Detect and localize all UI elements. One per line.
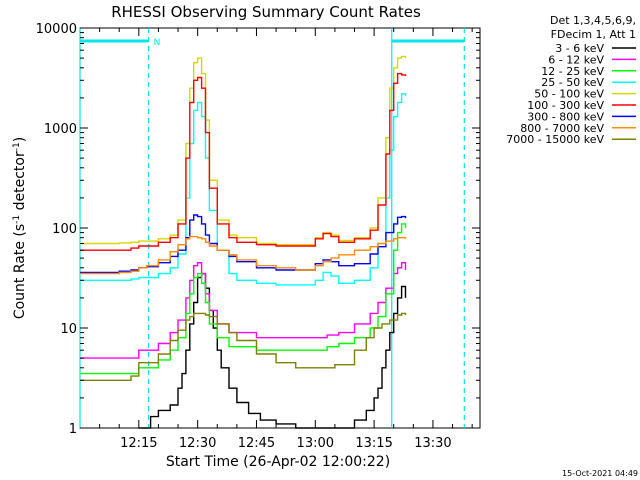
legend-label-7: 800 - 7000 keV <box>520 122 604 135</box>
x-tick-label-0: 12:15 <box>120 436 157 451</box>
legend-label-6: 300 - 800 keV <box>527 110 604 123</box>
series-line-0 <box>138 272 407 429</box>
annotation-layer: N <box>79 28 465 428</box>
legend-header-2: FDecim 1, Att 1 <box>551 28 636 41</box>
generation-timestamp: 15-Oct-2021 04:49 <box>562 469 638 478</box>
x-tick-label-5: 13:30 <box>414 436 451 451</box>
y-tick-label-4: 10000 <box>36 22 77 37</box>
y-axis-label-main: Count Rate (s <box>12 224 28 319</box>
legend-label-2: 12 - 25 keV <box>541 65 604 78</box>
x-tick-label-1: 12:30 <box>179 436 216 451</box>
legend-label-1: 6 - 12 keV <box>548 53 604 66</box>
legend-label-4: 50 - 100 keV <box>534 88 604 101</box>
y-axis-label-mid: detector <box>12 151 28 215</box>
legend-label-0: 3 - 6 keV <box>555 42 604 55</box>
x-axis: 12:15 12:30 12:45 13:00 13:15 13:30 <box>99 28 473 451</box>
series-line-5 <box>80 72 407 251</box>
y-axis-label-sup1: -1 <box>12 215 22 224</box>
series-line-3 <box>80 93 407 286</box>
legend-label-8: 7000 - 15000 keV <box>506 133 604 146</box>
y-axis-label-end: ) <box>12 137 28 142</box>
chart-title: RHESSI Observing Summary Count Rates <box>111 3 421 21</box>
series-line-2 <box>80 223 407 375</box>
x-tick-label-3: 13:00 <box>297 436 334 451</box>
legend-label-5: 100 - 300 keV <box>527 99 604 112</box>
series-layer <box>80 55 407 429</box>
y-tick-label-1: 10 <box>60 322 77 337</box>
series-line-7 <box>80 235 407 275</box>
legend-header-1: Det 1,3,4,5,6,9, <box>550 14 636 27</box>
legend-label-3: 25 - 50 keV <box>541 76 604 89</box>
y-axis-label: Count Rate (s-1 detector-1) <box>12 137 28 319</box>
y-tick-label-3: 1000 <box>44 122 77 137</box>
y-axis: 1 10 100 1000 10000 <box>36 22 480 437</box>
x-tick-label-4: 13:15 <box>355 436 392 451</box>
y-axis-label-sup2: -1 <box>12 142 22 151</box>
y-tick-label-0: 1 <box>69 422 77 437</box>
x-tick-label-2: 12:45 <box>238 436 275 451</box>
x-axis-label: Start Time (26-Apr-02 12:00:22) <box>166 454 390 470</box>
y-tick-label-2: 100 <box>52 222 77 237</box>
series-line-8 <box>80 312 407 381</box>
night-flag-label: N <box>154 38 161 48</box>
legend: Det 1,3,4,5,6,9, FDecim 1, Att 1 3 - 6 k… <box>506 14 636 146</box>
